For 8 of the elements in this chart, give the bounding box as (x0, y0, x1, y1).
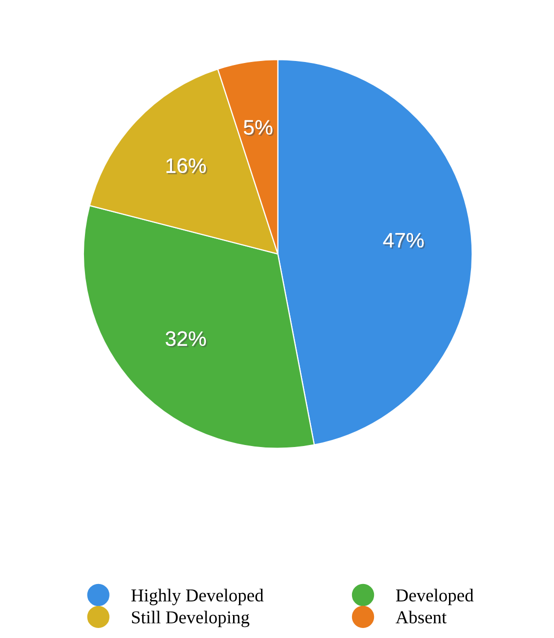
legend-label: Absent (396, 610, 447, 624)
data-label: 47% (383, 232, 426, 249)
data-label: 5% (244, 120, 274, 136)
legend-label: Developed (396, 588, 474, 606)
legend-label: Highly Developed (131, 588, 264, 606)
legend-label: Still Developing (132, 610, 250, 628)
data-label: 16% (166, 158, 208, 174)
data-label: 32% (166, 331, 208, 348)
